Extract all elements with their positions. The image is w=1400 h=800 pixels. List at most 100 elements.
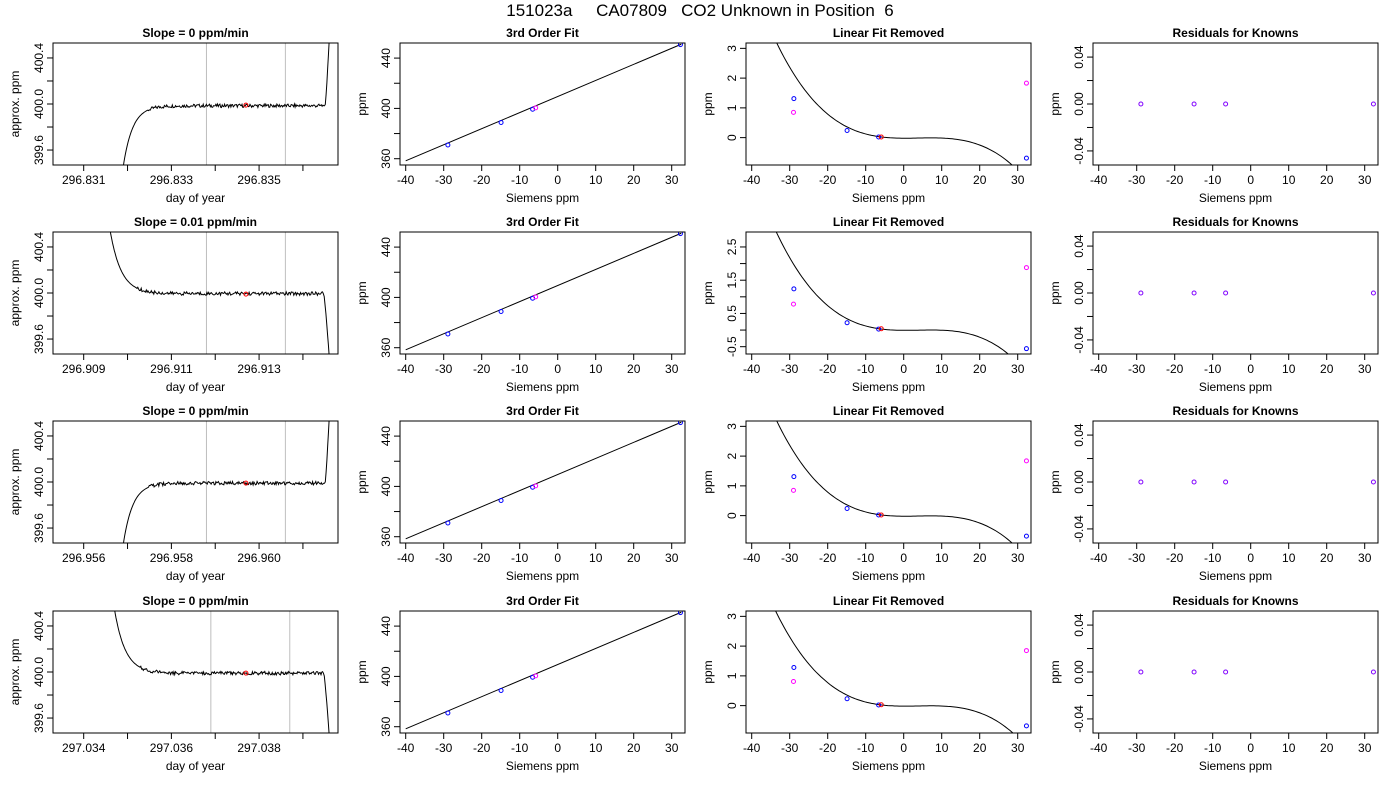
y-axis-label: ppm xyxy=(701,470,715,493)
y-axis-label: ppm xyxy=(355,470,369,493)
x-axis-label: Siemens ppm xyxy=(1199,191,1272,205)
x-tick-label: -10 xyxy=(1204,551,1222,565)
known-point xyxy=(876,702,882,708)
x-tick-label: 30 xyxy=(1358,551,1372,565)
y-tick-label: 399.6 xyxy=(32,324,46,354)
y-axis-label: ppm xyxy=(701,92,715,115)
known-point xyxy=(677,232,683,237)
known-point xyxy=(677,421,683,426)
plot-frame xyxy=(745,610,1032,734)
plot-area xyxy=(776,421,1029,543)
fit-line xyxy=(405,43,682,162)
x-tick-label: 20 xyxy=(627,362,641,376)
concentration-trace xyxy=(114,611,330,733)
x-tick-label: 10 xyxy=(935,741,949,755)
y-tick-label: 360 xyxy=(379,526,393,546)
x-tick-label: -20 xyxy=(819,551,837,565)
x-tick-label: 297.038 xyxy=(237,741,281,755)
panel-title: Residuals for Knowns xyxy=(1172,215,1298,229)
panel-r2-c3: Residuals for Knowns -40 -30 -20 -10 0 10 20 30 -… xyxy=(1048,404,1379,583)
known-point xyxy=(876,134,882,140)
x-tick-label: 296.956 xyxy=(62,551,106,565)
x-tick-label: -30 xyxy=(435,551,453,565)
x-tick-label: 30 xyxy=(665,741,679,755)
x-axis-label: Siemens ppm xyxy=(506,569,579,583)
y-tick-label: 0.00 xyxy=(1072,660,1086,684)
panel-title: Slope = 0 ppm/min xyxy=(142,404,248,418)
y-axis-label: ppm xyxy=(1048,92,1062,115)
known-point xyxy=(791,474,797,480)
unknown-point xyxy=(791,301,796,307)
cubic-fit-curve xyxy=(775,232,1009,354)
known-point xyxy=(498,687,504,693)
x-tick-label: 20 xyxy=(627,173,641,187)
y-axis-label: ppm xyxy=(701,281,715,304)
residual-point xyxy=(1370,290,1376,296)
x-tick-label: 30 xyxy=(1358,173,1372,187)
unknown-point xyxy=(791,487,796,493)
x-tick-label: -10 xyxy=(857,362,875,376)
y-tick-label: -0.04 xyxy=(1072,705,1086,733)
x-axis-label: Siemens ppm xyxy=(506,191,579,205)
sample-mean-point xyxy=(243,670,249,676)
x-tick-label: -20 xyxy=(1166,173,1184,187)
residual-point xyxy=(1191,669,1197,675)
x-tick-label: 10 xyxy=(589,551,603,565)
y-tick-label: 360 xyxy=(379,337,393,357)
panel-title: Slope = 0 ppm/min xyxy=(142,594,248,608)
y-tick-label: 0.04 xyxy=(1072,45,1086,69)
x-axis-label: Siemens ppm xyxy=(852,569,925,583)
x-tick-label: -10 xyxy=(511,551,529,565)
plot-frame xyxy=(745,420,1032,544)
y-tick-label: 400.4 xyxy=(32,43,46,73)
y-tick-label: 0.04 xyxy=(1072,234,1086,258)
plot-area xyxy=(109,232,330,354)
known-point xyxy=(677,611,683,616)
y-tick-label: 360 xyxy=(379,716,393,736)
x-tick-label: -30 xyxy=(1128,362,1146,376)
unknown-point xyxy=(1023,265,1029,271)
plot-area xyxy=(1138,669,1376,675)
plot-frame xyxy=(1092,420,1379,544)
known-point xyxy=(498,308,504,314)
x-tick-label: 30 xyxy=(1358,362,1372,376)
x-axis-label: Siemens ppm xyxy=(852,191,925,205)
x-tick-label: -40 xyxy=(397,173,415,187)
x-tick-label: -20 xyxy=(473,362,491,376)
known-point xyxy=(1023,533,1029,539)
known-point xyxy=(1023,346,1029,352)
x-axis-label: Siemens ppm xyxy=(852,380,925,394)
concentration-trace xyxy=(123,43,330,165)
known-point xyxy=(445,710,451,716)
plot-frame xyxy=(1092,610,1379,734)
unknown-point xyxy=(1023,80,1029,86)
plot-frame xyxy=(745,231,1032,355)
sample-mean-point xyxy=(243,102,249,108)
y-axis-label: ppm xyxy=(701,660,715,683)
x-tick-label: -30 xyxy=(781,551,799,565)
x-tick-label: 30 xyxy=(665,551,679,565)
x-tick-label: -30 xyxy=(781,362,799,376)
x-tick-label: 10 xyxy=(1282,551,1296,565)
y-tick-label: 399.6 xyxy=(32,703,46,733)
x-tick-label: 0 xyxy=(554,741,561,755)
x-axis-label: Siemens ppm xyxy=(1199,380,1272,394)
y-axis-label: ppm xyxy=(355,660,369,683)
x-tick-label: -10 xyxy=(511,741,529,755)
plot-area xyxy=(775,232,1029,354)
y-axis-label: approx. ppm xyxy=(8,639,22,706)
x-tick-label: -20 xyxy=(819,362,837,376)
y-tick-label: 440 xyxy=(379,237,393,257)
residual-point xyxy=(1191,101,1197,107)
panel-title: Linear Fit Removed xyxy=(833,594,944,608)
x-tick-label: -10 xyxy=(1204,362,1222,376)
y-tick-label: 0 xyxy=(725,512,739,519)
x-axis-label: Siemens ppm xyxy=(1199,569,1272,583)
x-axis-label: day of year xyxy=(166,191,225,205)
residual-point xyxy=(1370,101,1376,107)
y-tick-label: 360 xyxy=(379,148,393,168)
x-tick-label: -40 xyxy=(743,741,761,755)
y-tick-label: 0.00 xyxy=(1072,470,1086,494)
unknown-point xyxy=(791,109,796,115)
known-point xyxy=(844,320,850,326)
